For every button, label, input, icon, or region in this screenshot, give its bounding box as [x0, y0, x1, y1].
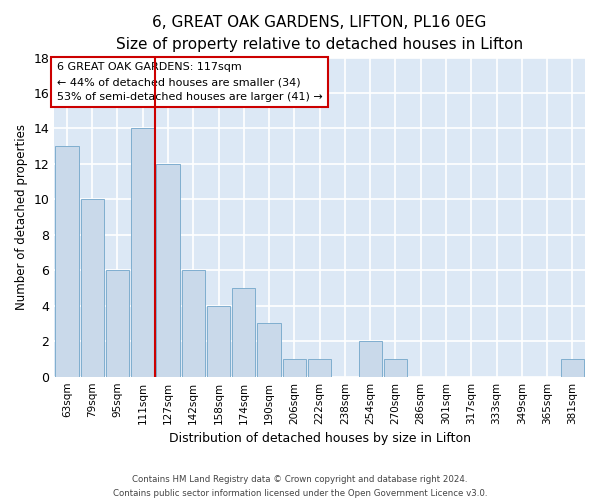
Bar — [80, 200, 104, 376]
Bar — [257, 324, 281, 376]
Title: 6, GREAT OAK GARDENS, LIFTON, PL16 0EG
Size of property relative to detached hou: 6, GREAT OAK GARDENS, LIFTON, PL16 0EG S… — [116, 15, 523, 52]
Text: 6 GREAT OAK GARDENS: 117sqm
← 44% of detached houses are smaller (34)
53% of sem: 6 GREAT OAK GARDENS: 117sqm ← 44% of det… — [57, 62, 323, 102]
Bar — [359, 341, 382, 376]
Bar — [384, 359, 407, 376]
Bar — [283, 359, 306, 376]
Bar — [55, 146, 79, 376]
Bar — [561, 359, 584, 376]
X-axis label: Distribution of detached houses by size in Lifton: Distribution of detached houses by size … — [169, 432, 470, 445]
Y-axis label: Number of detached properties: Number of detached properties — [15, 124, 28, 310]
Bar — [106, 270, 129, 376]
Bar — [182, 270, 205, 376]
Bar — [207, 306, 230, 376]
Bar — [232, 288, 256, 376]
Text: Contains HM Land Registry data © Crown copyright and database right 2024.
Contai: Contains HM Land Registry data © Crown c… — [113, 476, 487, 498]
Bar — [308, 359, 331, 376]
Bar — [131, 128, 154, 376]
Bar — [157, 164, 179, 376]
